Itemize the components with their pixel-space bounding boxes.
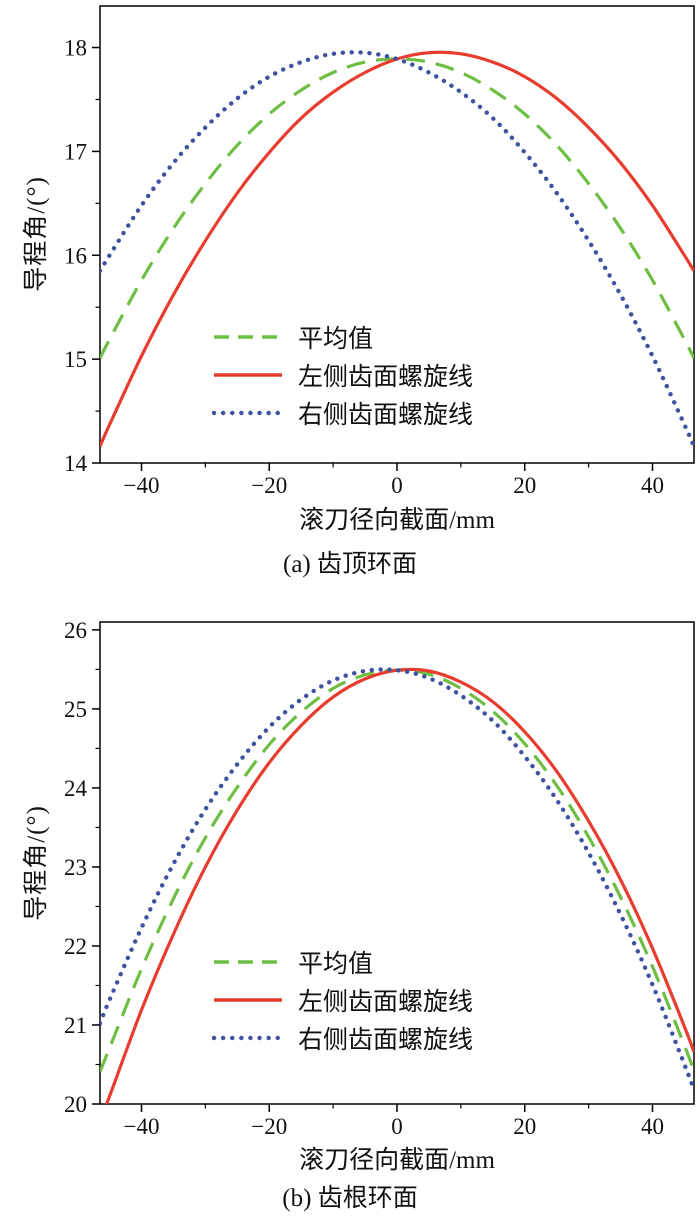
panel-a: −40 −20 0 20 40 14 15 16 17 18 导程角/(°) 平均值 左侧齿面螺旋… [0, 0, 700, 606]
y-tick-label: 25 [64, 697, 87, 722]
legend-label-mean: 平均值 [298, 951, 374, 978]
chart-b-legend: 平均值 左侧齿面螺旋线 右侧齿面螺旋线 [212, 943, 473, 1057]
x-tick-label: −20 [251, 473, 287, 498]
y-tick-label: 23 [64, 855, 87, 880]
y-tick-label: 15 [64, 347, 87, 372]
x-tick-label: 20 [513, 473, 536, 498]
chart-a-canvas: −40 −20 0 20 40 14 15 16 17 18 [64, 5, 695, 498]
x-tick-label: −40 [124, 473, 160, 498]
x-tick-label: 0 [391, 1114, 403, 1139]
solid-line-icon [214, 373, 282, 377]
series-mean [100, 57, 694, 359]
y-tick-label: 24 [64, 776, 88, 801]
chart-b-caption: (b) 齿根环面 [282, 1185, 418, 1212]
y-tick-label: 20 [64, 1092, 87, 1117]
dotted-line-icon [212, 410, 284, 416]
chart-a-caption: (a) 齿顶环面 [283, 551, 417, 578]
series-right-flank-helix [100, 50, 694, 449]
x-tick-label: 0 [391, 473, 403, 498]
x-tick-label: 40 [641, 473, 664, 498]
x-tick-label: 20 [513, 1114, 536, 1139]
legend-item-left-flank: 左侧齿面螺旋线 [212, 356, 473, 394]
x-tick-label: 40 [641, 1114, 664, 1139]
y-tick-label: 18 [64, 36, 87, 61]
solid-line-icon [214, 998, 282, 1002]
y-tick-label: 14 [64, 451, 88, 476]
legend-label-right-flank: 右侧齿面螺旋线 [298, 402, 474, 429]
legend-label-left-flank: 左侧齿面螺旋线 [298, 989, 474, 1016]
legend-item-left-flank: 左侧齿面螺旋线 [212, 981, 473, 1019]
y-tick-label: 26 [64, 618, 87, 643]
chart-a-legend: 平均值 左侧齿面螺旋线 右侧齿面螺旋线 [212, 318, 473, 432]
y-tick-label: 16 [64, 243, 87, 268]
x-tick-label: −40 [124, 1114, 160, 1139]
series-right-flank-helix [100, 667, 694, 1092]
legend-label-right-flank: 右侧齿面螺旋线 [298, 1027, 474, 1054]
legend-item-mean: 平均值 [212, 943, 473, 981]
dotted-line-icon [212, 1035, 284, 1041]
dashed-line-icon [214, 960, 282, 964]
y-tick-label: 22 [64, 934, 87, 959]
dashed-line-icon [214, 335, 282, 339]
legend-item-right-flank: 右侧齿面螺旋线 [212, 394, 473, 432]
panel-b: −40 −20 0 20 40 20 21 22 23 24 25 26 导程角/(°) 平均值 左侧… [0, 606, 700, 1216]
legend-item-mean: 平均值 [212, 318, 473, 356]
chart-a-y-axis-label: 导程角/(°) [23, 176, 50, 292]
legend-label-mean: 平均值 [298, 326, 374, 353]
y-tick-label: 21 [64, 1013, 87, 1038]
chart-a-x-axis-label: 滚刀径向截面/mm [299, 507, 495, 534]
chart-b-x-axis-label: 滚刀径向截面/mm [299, 1147, 495, 1174]
chart-b-y-axis-label: 导程角/(°) [23, 805, 50, 921]
y-tick-label: 17 [64, 139, 87, 164]
x-tick-label: −20 [251, 1114, 287, 1139]
legend-item-right-flank: 右侧齿面螺旋线 [212, 1019, 473, 1057]
chart-b-canvas: −40 −20 0 20 40 20 21 22 23 24 25 26 [64, 618, 695, 1139]
legend-label-left-flank: 左侧齿面螺旋线 [298, 364, 474, 391]
